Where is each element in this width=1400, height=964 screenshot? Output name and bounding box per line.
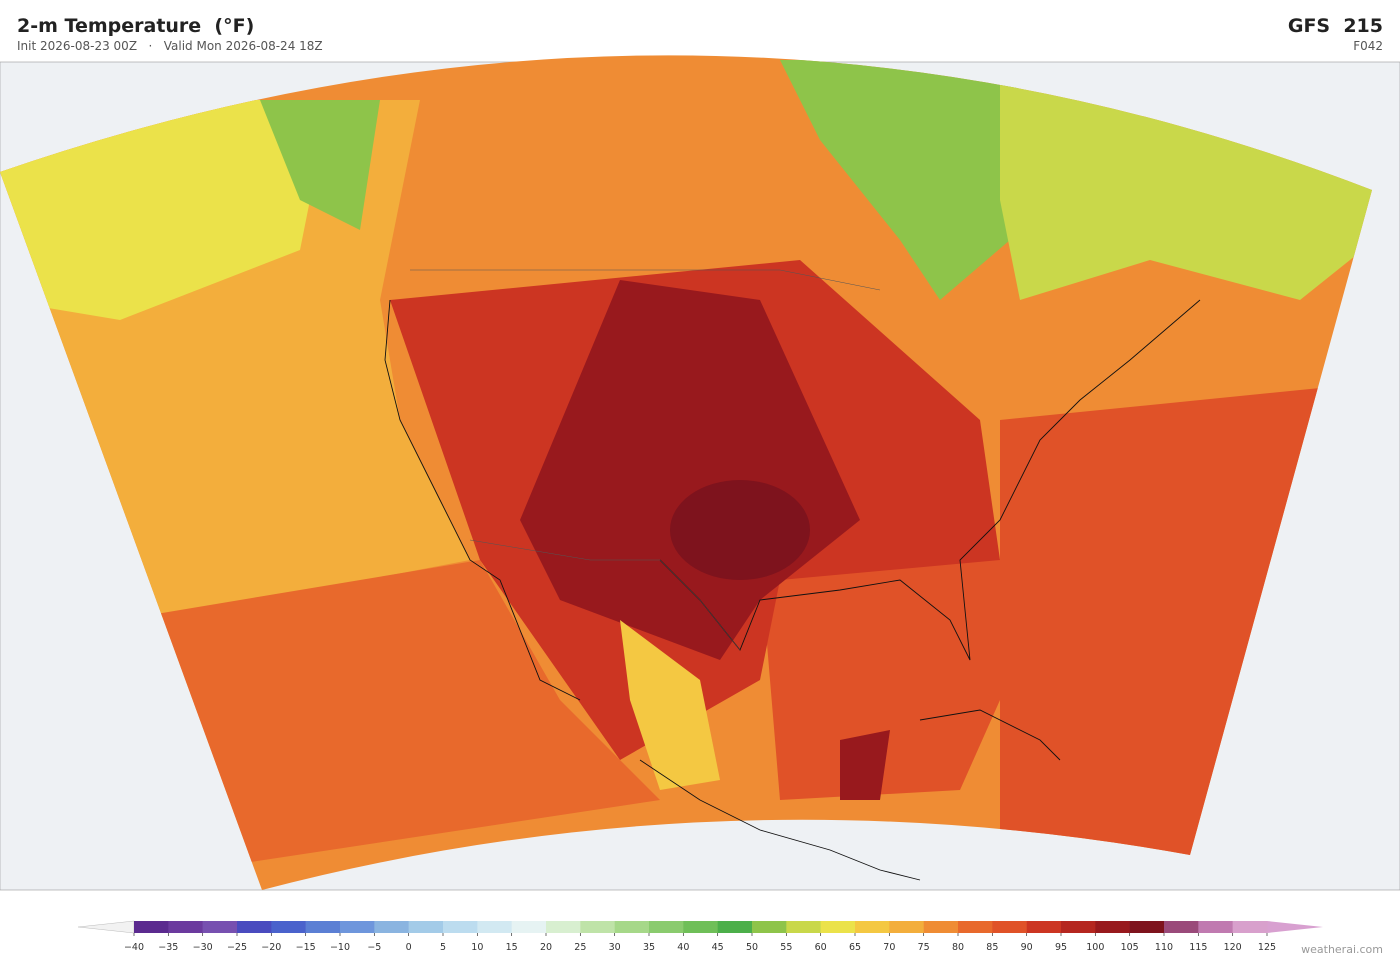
colorbar-bin: [202, 921, 238, 933]
colorbar-tick-label: −30: [193, 942, 213, 953]
colorbar-bin: [855, 921, 890, 933]
colorbar-bin: [1129, 921, 1165, 933]
borders: [410, 269, 881, 651]
colorbar-bin: [168, 921, 203, 933]
colorbar-bin: [237, 921, 272, 933]
colorbar-bin: [786, 921, 821, 933]
colorbar-tick-label: 10: [471, 942, 483, 953]
coastlines: [384, 299, 1201, 881]
colorbar-tick-label: −20: [261, 942, 281, 953]
colorbar-tick-label: 20: [540, 942, 552, 953]
model-name: GFS 215: [1287, 15, 1383, 37]
colorbar-tick-label: 115: [1189, 942, 1207, 953]
colorbar-tick-label: −35: [158, 942, 178, 953]
colorbar-tick-label: 70: [883, 942, 895, 953]
colorbar-bin: [305, 921, 341, 933]
colorbar-bin: [683, 921, 718, 933]
colorbar-tick-label: 65: [849, 942, 861, 953]
colorbar-tick-label: 120: [1224, 942, 1242, 953]
colorbar-tick-label: 30: [609, 942, 621, 953]
colorbar-bin: [717, 921, 753, 933]
colorbar-bin: [443, 921, 478, 933]
colorbar-bin: [889, 921, 924, 933]
colorbar-tick-label: 50: [746, 942, 758, 953]
colorbar-tick-label: 0: [406, 942, 412, 953]
colorbar-tick-label: 40: [677, 942, 689, 953]
colorbar-tick-label: 125: [1258, 942, 1276, 953]
colorbar-bin: [511, 921, 547, 933]
colorbar-tick-label: 15: [506, 942, 518, 953]
colorbar-tick-label: 60: [815, 942, 827, 953]
colorbar-tick-label: 35: [643, 942, 655, 953]
colorbar-bin: [134, 921, 169, 933]
subtitle: Init 2026-08-23 00Z · Valid Mon 2026-08-…: [17, 39, 323, 53]
colorbar-tick-label: 105: [1121, 942, 1139, 953]
colorbar-tick-label: −15: [296, 942, 316, 953]
colorbar-tick-label: 25: [574, 942, 586, 953]
colorbar-tick-label: 80: [952, 942, 964, 953]
colorbar-bin: [1061, 921, 1096, 933]
colorbar-bin: [374, 921, 409, 933]
colorbar-bin: [752, 921, 787, 933]
colorbar-tick-label: 95: [1055, 942, 1067, 953]
colorbar-tick-label: 5: [440, 942, 446, 953]
colorbar-tick-label: −40: [124, 942, 144, 953]
colorbar-tick-label: 100: [1086, 942, 1104, 953]
colorbar-bin: [992, 921, 1027, 933]
title: 2-m Temperature (°F): [17, 15, 255, 37]
colorbar-bin: [1164, 921, 1199, 933]
colorbar-tick-label: −5: [367, 942, 381, 953]
forecast-hour: F042: [1353, 39, 1383, 53]
colorbar-bin: [477, 921, 512, 933]
colorbar-bin: [1026, 921, 1062, 933]
colorbar-bin: [923, 921, 959, 933]
colorbar-tick-label: 75: [918, 942, 930, 953]
colorbar-bin: [1232, 921, 1268, 933]
colorbar-tick-label: −10: [330, 942, 350, 953]
colorbar-tick-label: 110: [1155, 942, 1173, 953]
colorbar: −40 −35 −30 −25 −20 −15 −10 −5 0 5 10 15 20 25 30 35 40 4…: [77, 920, 1323, 953]
colorbar-tick-label: 55: [780, 942, 792, 953]
colorbar-bin: [614, 921, 650, 933]
colorbar-bin: [340, 921, 375, 933]
colorbar-bin: [958, 921, 993, 933]
colorbar-bin: [580, 921, 615, 933]
colorbar-bin: [820, 921, 856, 933]
colorbar-tick-label: −25: [227, 942, 247, 953]
colorbar-bin: [649, 921, 684, 933]
colorbar-bin: [546, 921, 581, 933]
credit: weatherai.com: [1301, 943, 1383, 956]
colorbar-tick-label: 85: [986, 942, 998, 953]
colorbar-bin: [271, 921, 306, 933]
colorbar-over: [1267, 921, 1323, 933]
colorbar-bin: [408, 921, 444, 933]
colorbar-bin: [1095, 921, 1130, 933]
colorbar-bin: [1198, 921, 1233, 933]
colorbar-under: [77, 920, 135, 934]
colorbar-tick-label: 90: [1021, 942, 1033, 953]
colorbar-tick-label: 45: [712, 942, 724, 953]
